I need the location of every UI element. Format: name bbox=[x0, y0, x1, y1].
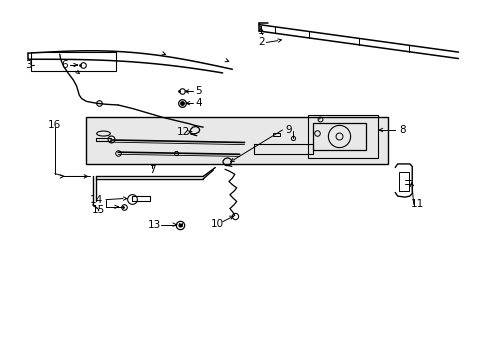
Bar bbox=[312, 123, 366, 150]
Bar bbox=[30, 52, 116, 71]
Text: 3: 3 bbox=[25, 60, 31, 70]
Text: 16: 16 bbox=[48, 120, 61, 130]
Bar bbox=[86, 117, 387, 164]
Text: 15: 15 bbox=[92, 205, 105, 215]
Bar bbox=[272, 133, 280, 136]
Bar bbox=[307, 115, 377, 158]
Text: 2: 2 bbox=[258, 37, 264, 48]
Bar bbox=[131, 196, 150, 202]
Text: 9: 9 bbox=[285, 125, 291, 135]
Text: 11: 11 bbox=[409, 199, 423, 209]
Text: 14: 14 bbox=[89, 195, 102, 204]
Text: 5: 5 bbox=[195, 86, 201, 96]
Text: 7: 7 bbox=[148, 165, 155, 175]
Text: 1: 1 bbox=[258, 26, 264, 36]
Text: 8: 8 bbox=[398, 125, 405, 135]
Bar bbox=[398, 172, 408, 192]
Text: 12: 12 bbox=[177, 127, 190, 137]
Text: 13: 13 bbox=[148, 220, 161, 230]
Text: 6: 6 bbox=[61, 60, 68, 70]
Text: 10: 10 bbox=[211, 219, 224, 229]
Text: 4: 4 bbox=[195, 98, 201, 108]
